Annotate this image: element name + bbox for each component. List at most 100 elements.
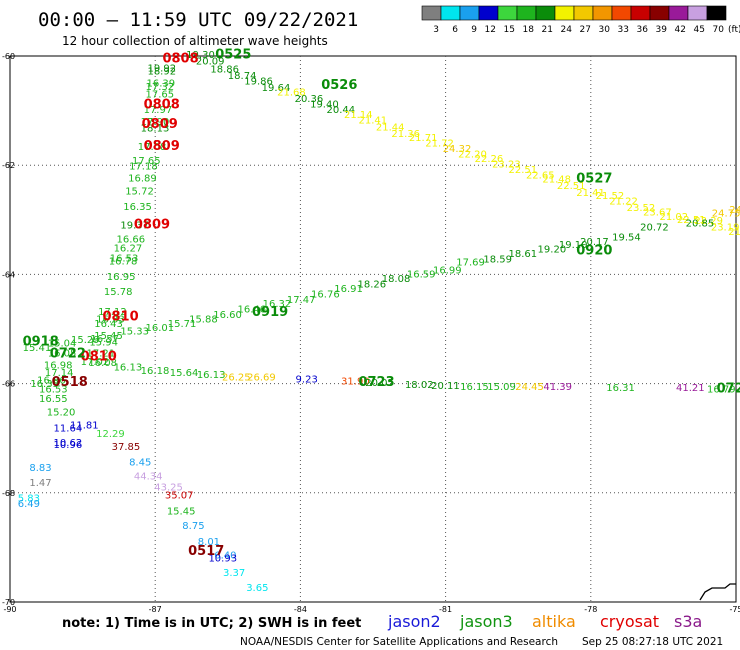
wave-height-point: 35.07 bbox=[165, 490, 194, 501]
wave-height-point: 15.64 bbox=[170, 368, 199, 379]
wave-height-point: 11.81 bbox=[70, 420, 99, 431]
colorbar-tick-label: 42 bbox=[675, 25, 686, 35]
legend-jason3: jason3 bbox=[459, 612, 513, 631]
wave-height-point: 17.90 bbox=[141, 117, 170, 128]
x-tick-label: -90 bbox=[3, 605, 16, 614]
wave-height-point: 16.13 bbox=[197, 370, 226, 381]
tick-labels: -90 -87 -84 -81 -78 -75 -60 -62 -64 -66 -68 -70 bbox=[2, 52, 740, 614]
wave-height-point: 19.37 bbox=[120, 221, 149, 232]
wave-height-point: 16.59 bbox=[407, 270, 436, 281]
wave-height-point: 16.33 bbox=[96, 314, 125, 325]
wave-height-point: 8.01 bbox=[198, 537, 220, 548]
colorbar-tick-label: 21 bbox=[542, 25, 553, 35]
pass-time-label: 0527 bbox=[576, 172, 612, 187]
wave-height-point: 18.86 bbox=[210, 64, 239, 75]
legend-s3a: s3a bbox=[674, 612, 702, 631]
colorbar-tick-label: 24 bbox=[561, 25, 573, 35]
colorbar-swatch bbox=[440, 5, 461, 21]
wave-height-point: 43.25 bbox=[154, 483, 183, 494]
colorbar-tick-label: 6 bbox=[452, 25, 458, 35]
pass-time-label: 0810 bbox=[102, 309, 138, 324]
wave-height-point: 16.01 bbox=[146, 323, 175, 334]
wave-height-point: 22.51 bbox=[557, 181, 586, 192]
colorbar-unit: (ft) bbox=[728, 25, 740, 35]
wave-height-point: 15.71 bbox=[168, 319, 197, 330]
colorbar-swatch bbox=[459, 5, 480, 21]
wave-height-point: 17.21 bbox=[86, 348, 115, 359]
wave-height-point: 16.78 bbox=[109, 257, 138, 268]
legend-altika: altika bbox=[532, 612, 576, 631]
wave-height-point: 10.96 bbox=[54, 440, 83, 451]
wave-height-point: 20.17 bbox=[580, 237, 609, 248]
wave-height-point: 17.69 bbox=[456, 258, 485, 269]
wave-height-point: 41.21 bbox=[676, 383, 705, 394]
wave-height-point: 21.44 bbox=[376, 122, 405, 133]
wave-height-point: 15.09 bbox=[487, 382, 516, 393]
colorbar-swatch bbox=[592, 5, 613, 21]
wave-height-point: 16.99 bbox=[433, 265, 462, 276]
time-labels: 0525 0526 0527 0808 0808 0809 0809 0809 0810 0810… bbox=[23, 48, 740, 559]
wave-height-point: 20.72 bbox=[640, 223, 669, 234]
y-tick-label: -68 bbox=[2, 489, 15, 498]
wave-height-point: 16.27 bbox=[114, 243, 143, 254]
wave-height-point: 16.15 bbox=[460, 382, 489, 393]
wave-height-point: 21.02 bbox=[660, 212, 689, 223]
wave-height-point: 21.72 bbox=[425, 139, 454, 150]
pass-time-label: 0518 bbox=[52, 375, 88, 390]
colorbar-tick-label: 33 bbox=[618, 25, 629, 35]
gridlines bbox=[10, 56, 736, 602]
pass-time-label: 0810 bbox=[81, 350, 117, 365]
wave-height-point: 19.54 bbox=[612, 233, 641, 244]
wave-height-point: 15.78 bbox=[104, 287, 133, 298]
pass-time-label: 0517 bbox=[188, 544, 224, 559]
wave-height-point: 17.32 bbox=[146, 82, 175, 93]
wave-height-point: 16.89 bbox=[128, 174, 157, 185]
colorbar-swatch bbox=[478, 5, 499, 21]
wave-height-point: 16.18 bbox=[141, 366, 170, 377]
wave-height-point: 22.65 bbox=[526, 170, 555, 181]
wave-height-point: 18.02 bbox=[405, 380, 434, 391]
y-tick-label: -64 bbox=[2, 270, 15, 279]
wave-height-point: 21.41 bbox=[358, 116, 387, 127]
x-tick-label: -84 bbox=[294, 605, 307, 614]
wave-height-point: 8.83 bbox=[29, 463, 51, 474]
wave-height-point: 16.79 bbox=[707, 384, 736, 395]
plot-area: -90 -87 -84 -81 -78 -75 -60 -62 -64 -66 -68 -70 19.… bbox=[2, 48, 740, 614]
plot-frame bbox=[9, 55, 737, 603]
wave-height-point: 20.85 bbox=[686, 218, 715, 229]
wave-height-point: 15.94 bbox=[89, 337, 118, 348]
wave-height-point: 16.53 bbox=[110, 253, 139, 264]
colorbar-swatch bbox=[649, 5, 670, 21]
wave-height-point: 16.35 bbox=[123, 202, 152, 213]
wave-height-point: 19.10 bbox=[559, 240, 588, 251]
wave-height-point: 24.45 bbox=[515, 382, 544, 393]
wave-height-point: 16.05 bbox=[48, 348, 77, 359]
pass-time-label: 0808 bbox=[162, 52, 198, 67]
wave-height-point: 16.31 bbox=[606, 383, 635, 394]
pass-time-label: 0809 bbox=[134, 218, 170, 233]
pass-time-label: 0723 bbox=[358, 375, 394, 390]
wave-height-point: 15.20 bbox=[47, 407, 76, 418]
wave-height-point: 20.44 bbox=[327, 105, 356, 116]
wave-height-point: 16.39 bbox=[146, 79, 175, 90]
wave-height-point: 18.08 bbox=[382, 274, 411, 285]
footer-generated: Sep 25 08:27:18 UTC 2021 bbox=[582, 636, 723, 648]
colorbar-swatch bbox=[573, 5, 594, 21]
wave-height-point: 8.45 bbox=[129, 458, 151, 469]
wave-height-point: 15.45 bbox=[94, 331, 123, 342]
wave-height-point: 18.74 bbox=[228, 71, 257, 82]
wave-height-point: 1.47 bbox=[29, 478, 51, 489]
y-tick-label: -60 bbox=[2, 52, 15, 61]
wave-height-point: 21.06 bbox=[728, 227, 740, 238]
colorbar-tick-label: 3 bbox=[433, 25, 439, 35]
wave-height-point: 17.65 bbox=[146, 89, 175, 100]
pass-time-label: 0809 bbox=[144, 139, 180, 154]
wave-height-point: 6.49 bbox=[18, 499, 40, 510]
y-tick-label: -70 bbox=[2, 598, 15, 607]
colorbar-tick-label: 70 bbox=[713, 25, 725, 35]
x-tick-label: -78 bbox=[584, 605, 597, 614]
wave-height-point: 23.67 bbox=[643, 207, 672, 218]
wave-height-point: 20.36 bbox=[295, 94, 324, 105]
